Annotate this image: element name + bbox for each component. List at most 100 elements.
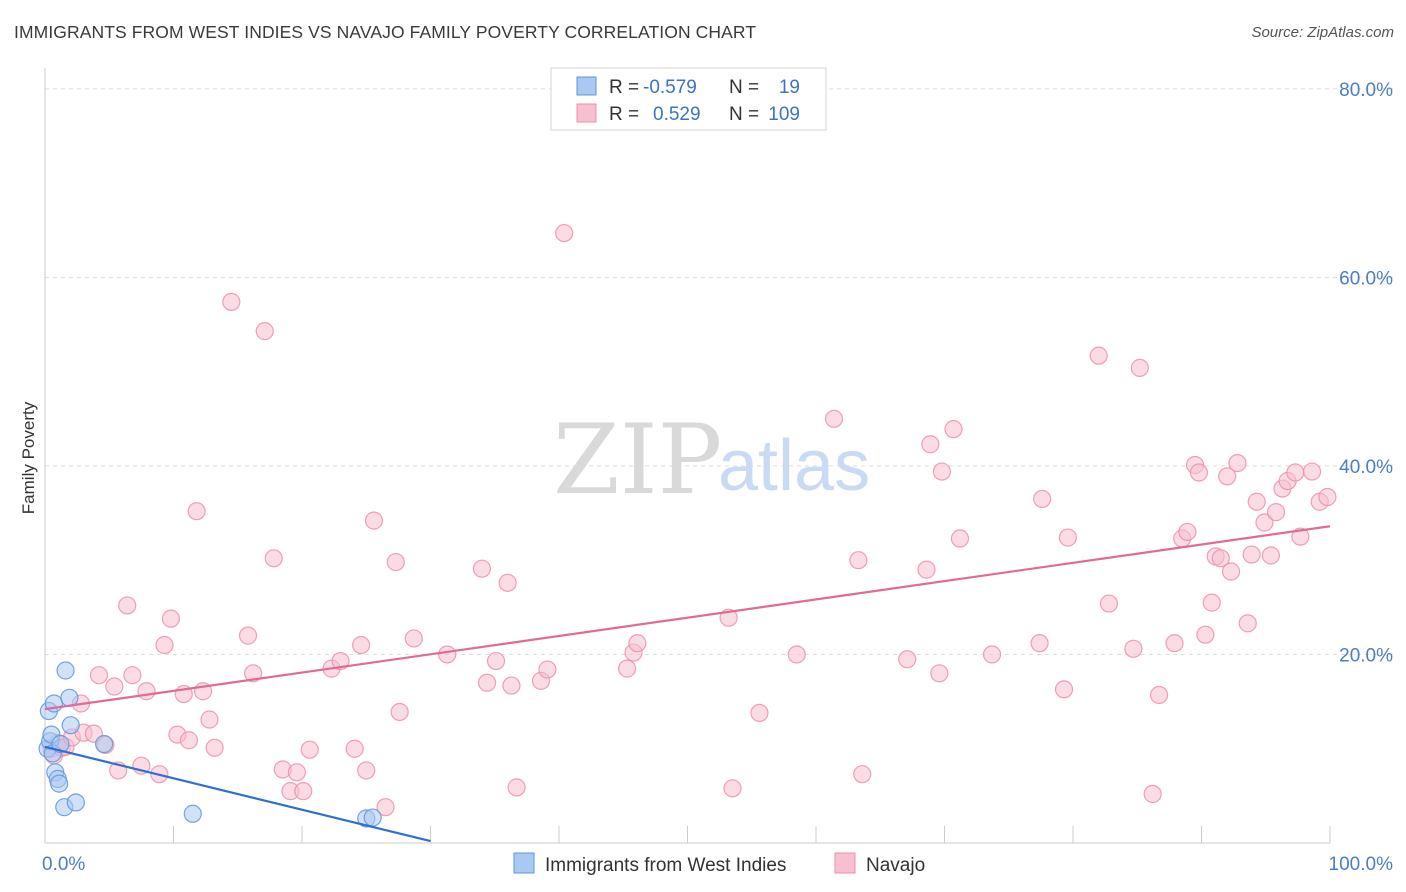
navajo-point	[118, 596, 137, 615]
west-indies-point	[61, 716, 80, 735]
legend-box	[550, 67, 827, 131]
navajo-point	[1242, 545, 1261, 564]
navajo-point	[89, 666, 109, 685]
series-legend: Immigrants from West Indies Navajo	[513, 852, 925, 876]
legend-swatch-pink	[576, 103, 597, 123]
navajo-point	[1318, 487, 1337, 507]
navajo-point	[750, 703, 769, 723]
legend-r-label: R =	[609, 104, 639, 125]
navajo-point	[294, 782, 313, 801]
navajo-point	[1099, 594, 1119, 613]
watermark: ZIP atlas	[553, 404, 870, 516]
grid-lines	[45, 88, 1393, 655]
navajo-point	[472, 559, 491, 578]
navajo-point	[187, 502, 206, 521]
navajo-point	[357, 761, 376, 780]
navajo-point	[1130, 358, 1149, 377]
legend-r-label: R =	[609, 77, 639, 98]
navajo-point	[364, 511, 384, 530]
x-tick-label: 0.0%	[42, 854, 85, 875]
navajo-point	[438, 645, 457, 664]
navajo-point	[222, 292, 241, 311]
navajo-point	[787, 645, 806, 664]
navajo-point	[950, 529, 970, 548]
navajo-point	[1054, 680, 1074, 699]
navajo-point	[1291, 527, 1310, 546]
navajo-point	[264, 549, 283, 568]
navajo-point	[238, 626, 258, 645]
navajo-point	[1189, 463, 1209, 482]
legend-n-label: N =	[729, 104, 759, 125]
navajo-point	[486, 651, 506, 671]
navajo-point	[179, 731, 199, 750]
navajo-point	[1221, 562, 1241, 581]
y-tick-label: 40.0%	[1339, 457, 1393, 478]
correlation-legend: R = -0.579 N = 19 R = 0.529 N = 109	[550, 67, 827, 131]
legend-n-value: 109	[768, 104, 800, 125]
y-tick-label: 60.0%	[1339, 268, 1393, 289]
navajo-point	[982, 645, 1002, 664]
navajo-point	[1255, 513, 1274, 532]
legend-r-value: 0.529	[653, 104, 701, 125]
navajo-point	[502, 676, 521, 695]
west-indies-point	[363, 808, 382, 827]
navajo-point	[137, 682, 156, 701]
navajo-point	[898, 650, 917, 669]
navajo-point	[628, 634, 647, 653]
series-swatch-west-indies	[513, 852, 535, 874]
x-tick-label: 100.0%	[1329, 854, 1394, 875]
navajo-point	[932, 462, 952, 481]
series-label-west-indies: Immigrants from West Indies	[545, 855, 786, 876]
legend-n-label: N =	[729, 77, 759, 98]
navajo-point	[1228, 453, 1247, 473]
navajo-point	[917, 560, 936, 579]
tick-labels: 20.0% 40.0% 60.0% 80.0% 0.0% 100.0%	[42, 80, 1393, 875]
navajo-point	[404, 629, 423, 648]
watermark-zip: ZIP	[553, 404, 722, 516]
west-indies-point	[51, 734, 70, 754]
navajo-point	[921, 435, 940, 454]
west-indies-point	[56, 661, 75, 680]
y-axis-label: Family Poverty	[19, 401, 38, 514]
west-indies-point	[50, 774, 69, 793]
series-label-navajo: Navajo	[866, 855, 925, 876]
legend-n-value: 19	[779, 77, 800, 98]
west-indies-trend-line	[44, 745, 431, 843]
navajo-point	[1124, 639, 1143, 658]
navajo-point	[300, 740, 319, 759]
navajo-point	[477, 673, 497, 692]
navajo-point	[1238, 614, 1257, 633]
navajo-point	[205, 738, 224, 757]
navajo-point	[376, 798, 395, 817]
y-tick-label: 20.0%	[1339, 645, 1393, 666]
navajo-point	[1143, 784, 1162, 804]
navajo-point	[1058, 528, 1077, 547]
navajo-point	[507, 778, 526, 797]
west-indies-point	[183, 804, 202, 823]
navajo-point	[538, 660, 557, 679]
navajo-point	[1196, 625, 1215, 644]
navajo-point	[105, 677, 124, 696]
navajo-point	[345, 739, 364, 758]
navajo-point	[853, 765, 872, 784]
west-indies-point	[66, 793, 85, 812]
navajo-point	[1033, 489, 1052, 509]
trend-lines	[44, 525, 1331, 843]
navajo-point	[155, 635, 174, 655]
y-tick-label: 80.0%	[1339, 80, 1393, 101]
navajo-point	[555, 223, 574, 243]
chart-title: IMMIGRANTS FROM WEST INDIES VS NAVAJO FA…	[14, 22, 757, 42]
navajo-point	[1247, 492, 1266, 511]
series-swatch-navajo	[834, 852, 856, 874]
navajo-trend-line	[44, 525, 1331, 711]
navajo-point	[1261, 546, 1280, 565]
navajo-point	[331, 651, 350, 671]
navajo-point	[390, 702, 409, 722]
navajo-point	[498, 573, 517, 592]
navajo-point	[618, 659, 637, 678]
navajo-point	[1089, 346, 1108, 365]
navajo-point	[1286, 463, 1305, 482]
navajo-point	[723, 779, 742, 798]
navajo-point	[287, 763, 306, 782]
